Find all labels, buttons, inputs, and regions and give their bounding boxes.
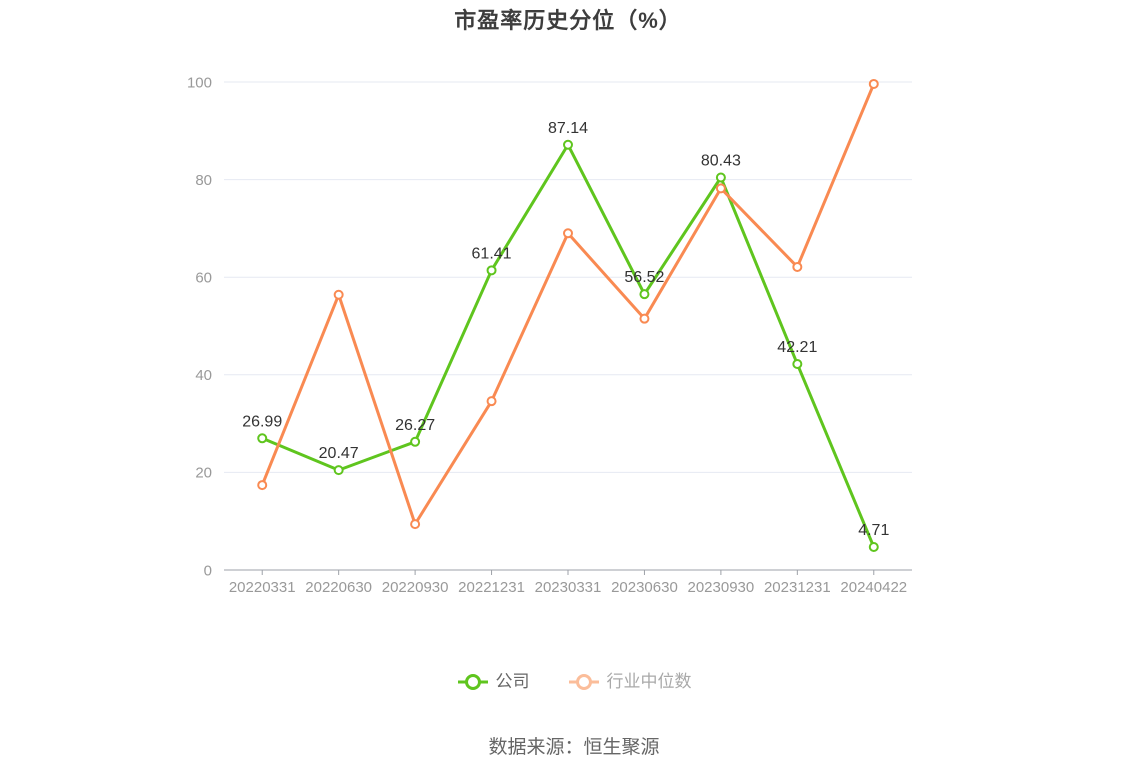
chart-title: 市盈率历史分位（%） bbox=[454, 8, 682, 33]
svg-text:20220930: 20220930 bbox=[382, 579, 449, 596]
svg-text:20230331: 20230331 bbox=[535, 579, 602, 596]
svg-text:60: 60 bbox=[195, 269, 212, 286]
svg-text:80: 80 bbox=[195, 172, 212, 189]
svg-text:20231231: 20231231 bbox=[764, 579, 831, 596]
svg-text:42.21: 42.21 bbox=[777, 339, 817, 356]
legend-item-industry-median[interactable]: 行业中位数 bbox=[568, 668, 692, 696]
svg-text:4.71: 4.71 bbox=[858, 522, 889, 539]
svg-text:40: 40 bbox=[195, 367, 212, 384]
legend-label-industry-median: 行业中位数 bbox=[606, 672, 692, 691]
svg-text:20221231: 20221231 bbox=[458, 579, 525, 596]
svg-text:20220331: 20220331 bbox=[229, 579, 296, 596]
svg-text:20.47: 20.47 bbox=[319, 445, 359, 462]
legend-label-company: 公司 bbox=[495, 672, 530, 691]
svg-text:87.14: 87.14 bbox=[548, 120, 588, 137]
legend-item-company[interactable]: 公司 bbox=[457, 668, 530, 696]
svg-text:56.52: 56.52 bbox=[624, 269, 664, 286]
industry-median-line-marker-icon bbox=[568, 674, 599, 690]
line-chart-plot: 0 20 40 60 80 100 20220331 20220630 20220930 2022… bbox=[187, 74, 912, 596]
legend: 公司 行业中位数 bbox=[0, 668, 1148, 696]
svg-text:20220630: 20220630 bbox=[305, 579, 372, 596]
svg-text:80.43: 80.43 bbox=[701, 153, 741, 170]
data-source-note: 数据来源：恒生聚源 bbox=[488, 737, 660, 758]
svg-text:20230630: 20230630 bbox=[611, 579, 678, 596]
svg-text:20230930: 20230930 bbox=[688, 579, 755, 596]
svg-text:0: 0 bbox=[204, 562, 212, 579]
svg-text:100: 100 bbox=[187, 74, 212, 91]
svg-text:26.27: 26.27 bbox=[395, 417, 435, 434]
svg-text:20240422: 20240422 bbox=[840, 579, 907, 596]
svg-text:61.41: 61.41 bbox=[472, 245, 512, 262]
svg-text:20: 20 bbox=[195, 465, 212, 482]
svg-text:26.99: 26.99 bbox=[242, 413, 282, 430]
company-line-marker-icon bbox=[457, 674, 488, 690]
